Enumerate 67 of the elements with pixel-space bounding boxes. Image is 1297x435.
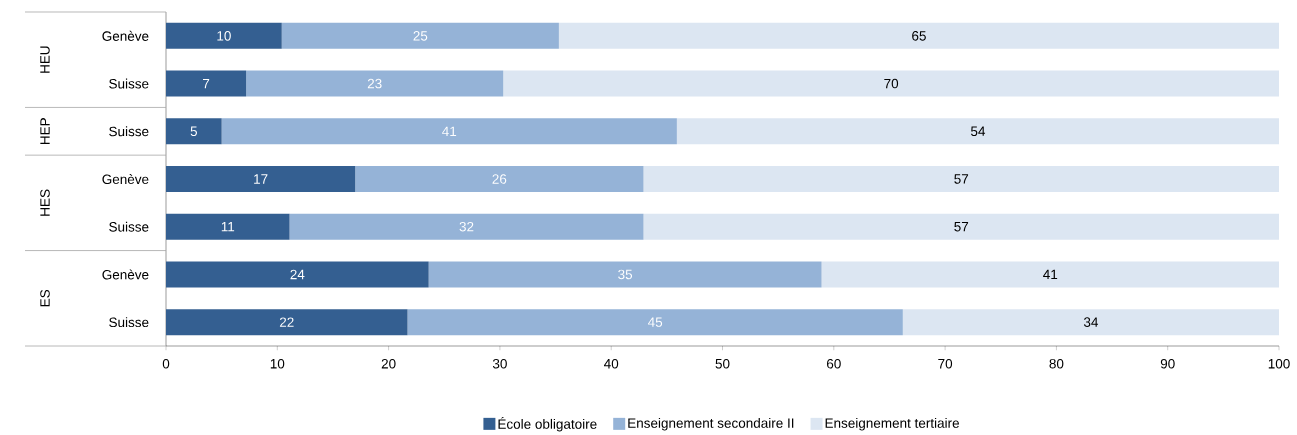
legend-label: Enseignement secondaire II: [628, 417, 794, 431]
data-label: 45: [647, 317, 663, 327]
data-label: 17: [254, 174, 268, 184]
data-label: 24: [290, 269, 305, 280]
bar: [281, 22, 559, 49]
x-tick-label: 60: [826, 358, 841, 369]
legend-label: Enseignement tertiaire: [825, 417, 959, 431]
x-tick-label: 30: [492, 358, 507, 369]
bar: [676, 118, 1280, 145]
x-tick-label: 20: [381, 358, 396, 369]
data-label: 11: [221, 222, 235, 232]
bar: [821, 261, 1280, 288]
bar: [503, 70, 1280, 97]
data-label: 22: [279, 317, 294, 327]
bar: [246, 70, 504, 97]
bar: [166, 309, 408, 336]
x-tick-label: 80: [1049, 358, 1064, 369]
bar: [166, 70, 247, 97]
y-tick-label: Genève: [102, 269, 149, 280]
bar: [355, 166, 644, 192]
data-label: 41: [442, 126, 457, 136]
text: HEU: [40, 46, 50, 73]
bar: [643, 166, 1280, 192]
data-label: 65: [912, 31, 926, 41]
bar: [643, 213, 1280, 240]
data-label: 32: [459, 221, 474, 232]
data-label: 10: [217, 31, 231, 41]
data-label: 7: [203, 78, 210, 89]
y-tick-label: Genève: [102, 30, 149, 41]
data-label: 26: [492, 174, 507, 184]
bar: [166, 22, 282, 49]
x-tick-label: 0: [162, 358, 170, 369]
x-tick-label: 10: [270, 358, 285, 369]
x-tick-label: 70: [938, 358, 953, 369]
bar: [407, 309, 903, 336]
data-label: 41: [1043, 269, 1058, 280]
bar: [289, 213, 644, 240]
y-tick-label: Suisse: [109, 126, 149, 137]
x-tick-label: 50: [715, 358, 730, 369]
data-label: 25: [413, 31, 428, 41]
bar: [902, 309, 1280, 336]
y-tick-label: Suisse: [109, 221, 149, 232]
data-label: 57: [954, 174, 969, 184]
legend-label: École obligatoire: [498, 416, 597, 432]
x-tick-label: 90: [1160, 358, 1175, 369]
y-tick-label: Suisse: [109, 317, 149, 328]
text: ES: [40, 289, 50, 307]
bar: [166, 261, 429, 288]
bar: [166, 118, 222, 145]
data-label: 57: [954, 222, 969, 232]
data-label: 35: [618, 269, 633, 280]
x-tick-label: 40: [604, 358, 619, 369]
x-tick-label: 100: [1268, 358, 1290, 369]
text: HEP: [40, 118, 50, 145]
bar: [166, 166, 356, 192]
y-tick-label: Genève: [102, 173, 149, 185]
data-label: 70: [884, 78, 899, 89]
data-label: 5: [190, 126, 198, 136]
data-label: 54: [970, 126, 986, 136]
y-tick-label: Suisse: [109, 78, 149, 89]
data-label: 34: [1083, 317, 1099, 327]
bar: [558, 22, 1280, 49]
bar: [221, 118, 677, 145]
bar: [428, 261, 822, 288]
data-label: 23: [367, 78, 382, 89]
bar: [166, 213, 290, 240]
text: HES: [40, 189, 50, 216]
